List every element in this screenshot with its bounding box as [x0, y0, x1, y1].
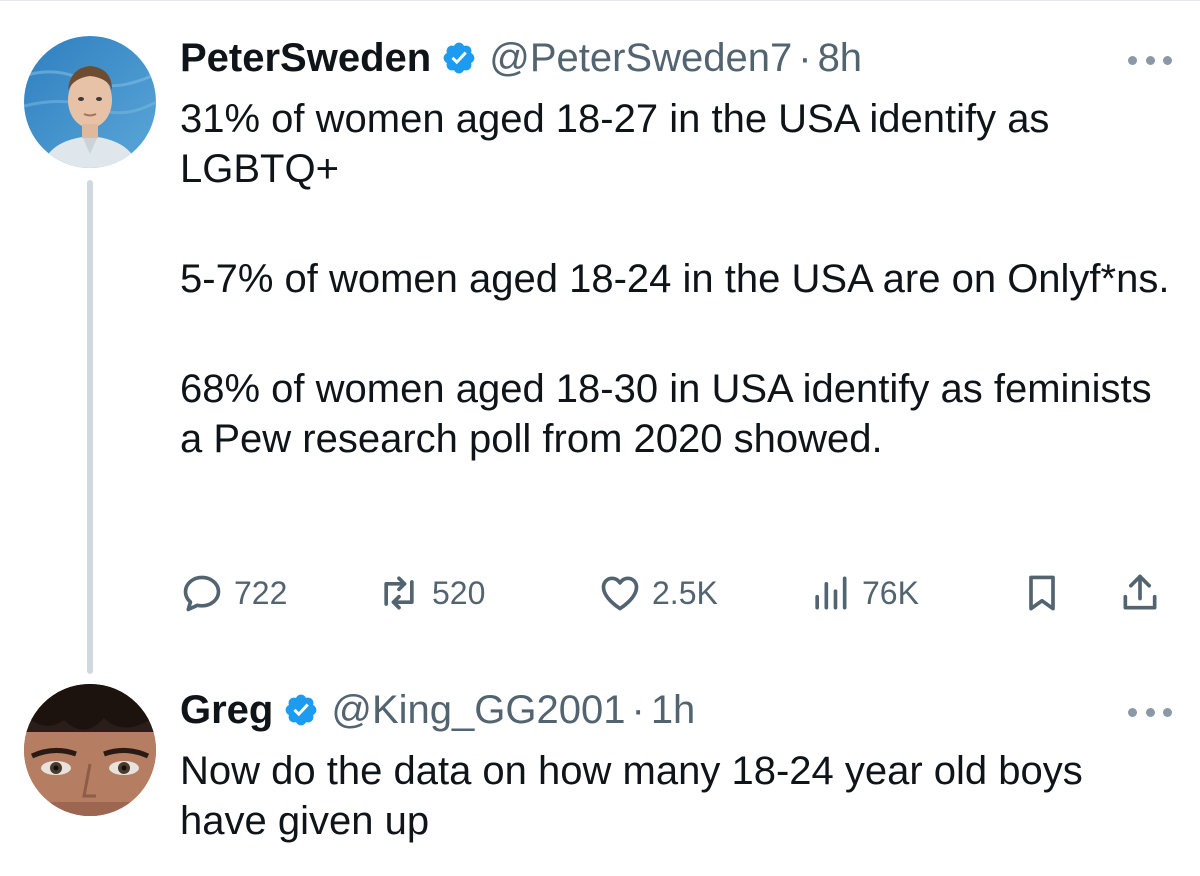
views-button[interactable]: 76K	[808, 568, 919, 618]
like-button[interactable]: 2.5K	[598, 568, 718, 618]
more-options-icon[interactable]	[1128, 702, 1172, 722]
retweet-count: 520	[432, 574, 486, 611]
user-handle[interactable]: @King_GG2001	[331, 688, 626, 732]
tweet-paragraph: Now do the data on how many 18-24 year o…	[180, 749, 1083, 843]
views-count: 76K	[862, 574, 919, 611]
timestamp[interactable]: 8h	[817, 36, 863, 80]
tweet-main[interactable]: PeterSweden @PeterSweden7 · 8h 31% of wo…	[0, 0, 1200, 680]
top-divider	[0, 0, 1200, 1]
avatar-photo	[24, 36, 156, 168]
tweet-header: Greg @King_GG2001 · 1h	[180, 686, 695, 734]
more-options-icon[interactable]	[1128, 50, 1172, 70]
tweet-text: 31% of women aged 18-27 in the USA ident…	[180, 94, 1180, 464]
heart-icon	[601, 576, 639, 611]
separator-dot: ·	[631, 688, 645, 732]
views-icon	[815, 576, 847, 610]
retweet-button[interactable]: 520	[376, 568, 485, 618]
bookmark-button[interactable]	[1020, 568, 1064, 618]
like-count: 2.5K	[652, 574, 718, 611]
display-name[interactable]: PeterSweden	[180, 36, 432, 80]
tweet-header: PeterSweden @PeterSweden7 · 8h	[180, 34, 862, 82]
avatar-greg[interactable]	[24, 684, 156, 816]
tweet-paragraph: 5-7% of women aged 18-24 in the USA are …	[180, 257, 1170, 301]
thread-line	[87, 180, 93, 674]
separator-dot: ·	[798, 36, 812, 80]
tweet-text: Now do the data on how many 18-24 year o…	[180, 746, 1180, 846]
timestamp[interactable]: 1h	[650, 688, 696, 732]
tweet-paragraph: 68% of women aged 18-30 in USA identify …	[180, 367, 1152, 461]
bookmark-icon	[1029, 575, 1055, 611]
action-bar: 722 520 2.5K 76K	[180, 568, 1170, 618]
reply-button[interactable]: 722	[180, 568, 287, 618]
tweet-paragraph: 31% of women aged 18-27 in the USA ident…	[180, 97, 1050, 191]
reply-count: 722	[234, 574, 288, 611]
user-handle[interactable]: @PeterSweden7	[489, 36, 793, 80]
display-name[interactable]: Greg	[180, 688, 274, 732]
share-button[interactable]	[1118, 568, 1162, 618]
retweet-icon	[384, 576, 414, 610]
tweet-reply[interactable]: Greg @King_GG2001 · 1h Now do the data o…	[0, 680, 1200, 876]
avatar-photo	[24, 684, 156, 816]
reply-icon	[183, 575, 221, 612]
share-icon	[1123, 574, 1157, 610]
verified-badge-icon	[283, 692, 319, 728]
verified-badge-icon	[441, 40, 477, 76]
avatar-petersweden[interactable]	[24, 36, 156, 168]
